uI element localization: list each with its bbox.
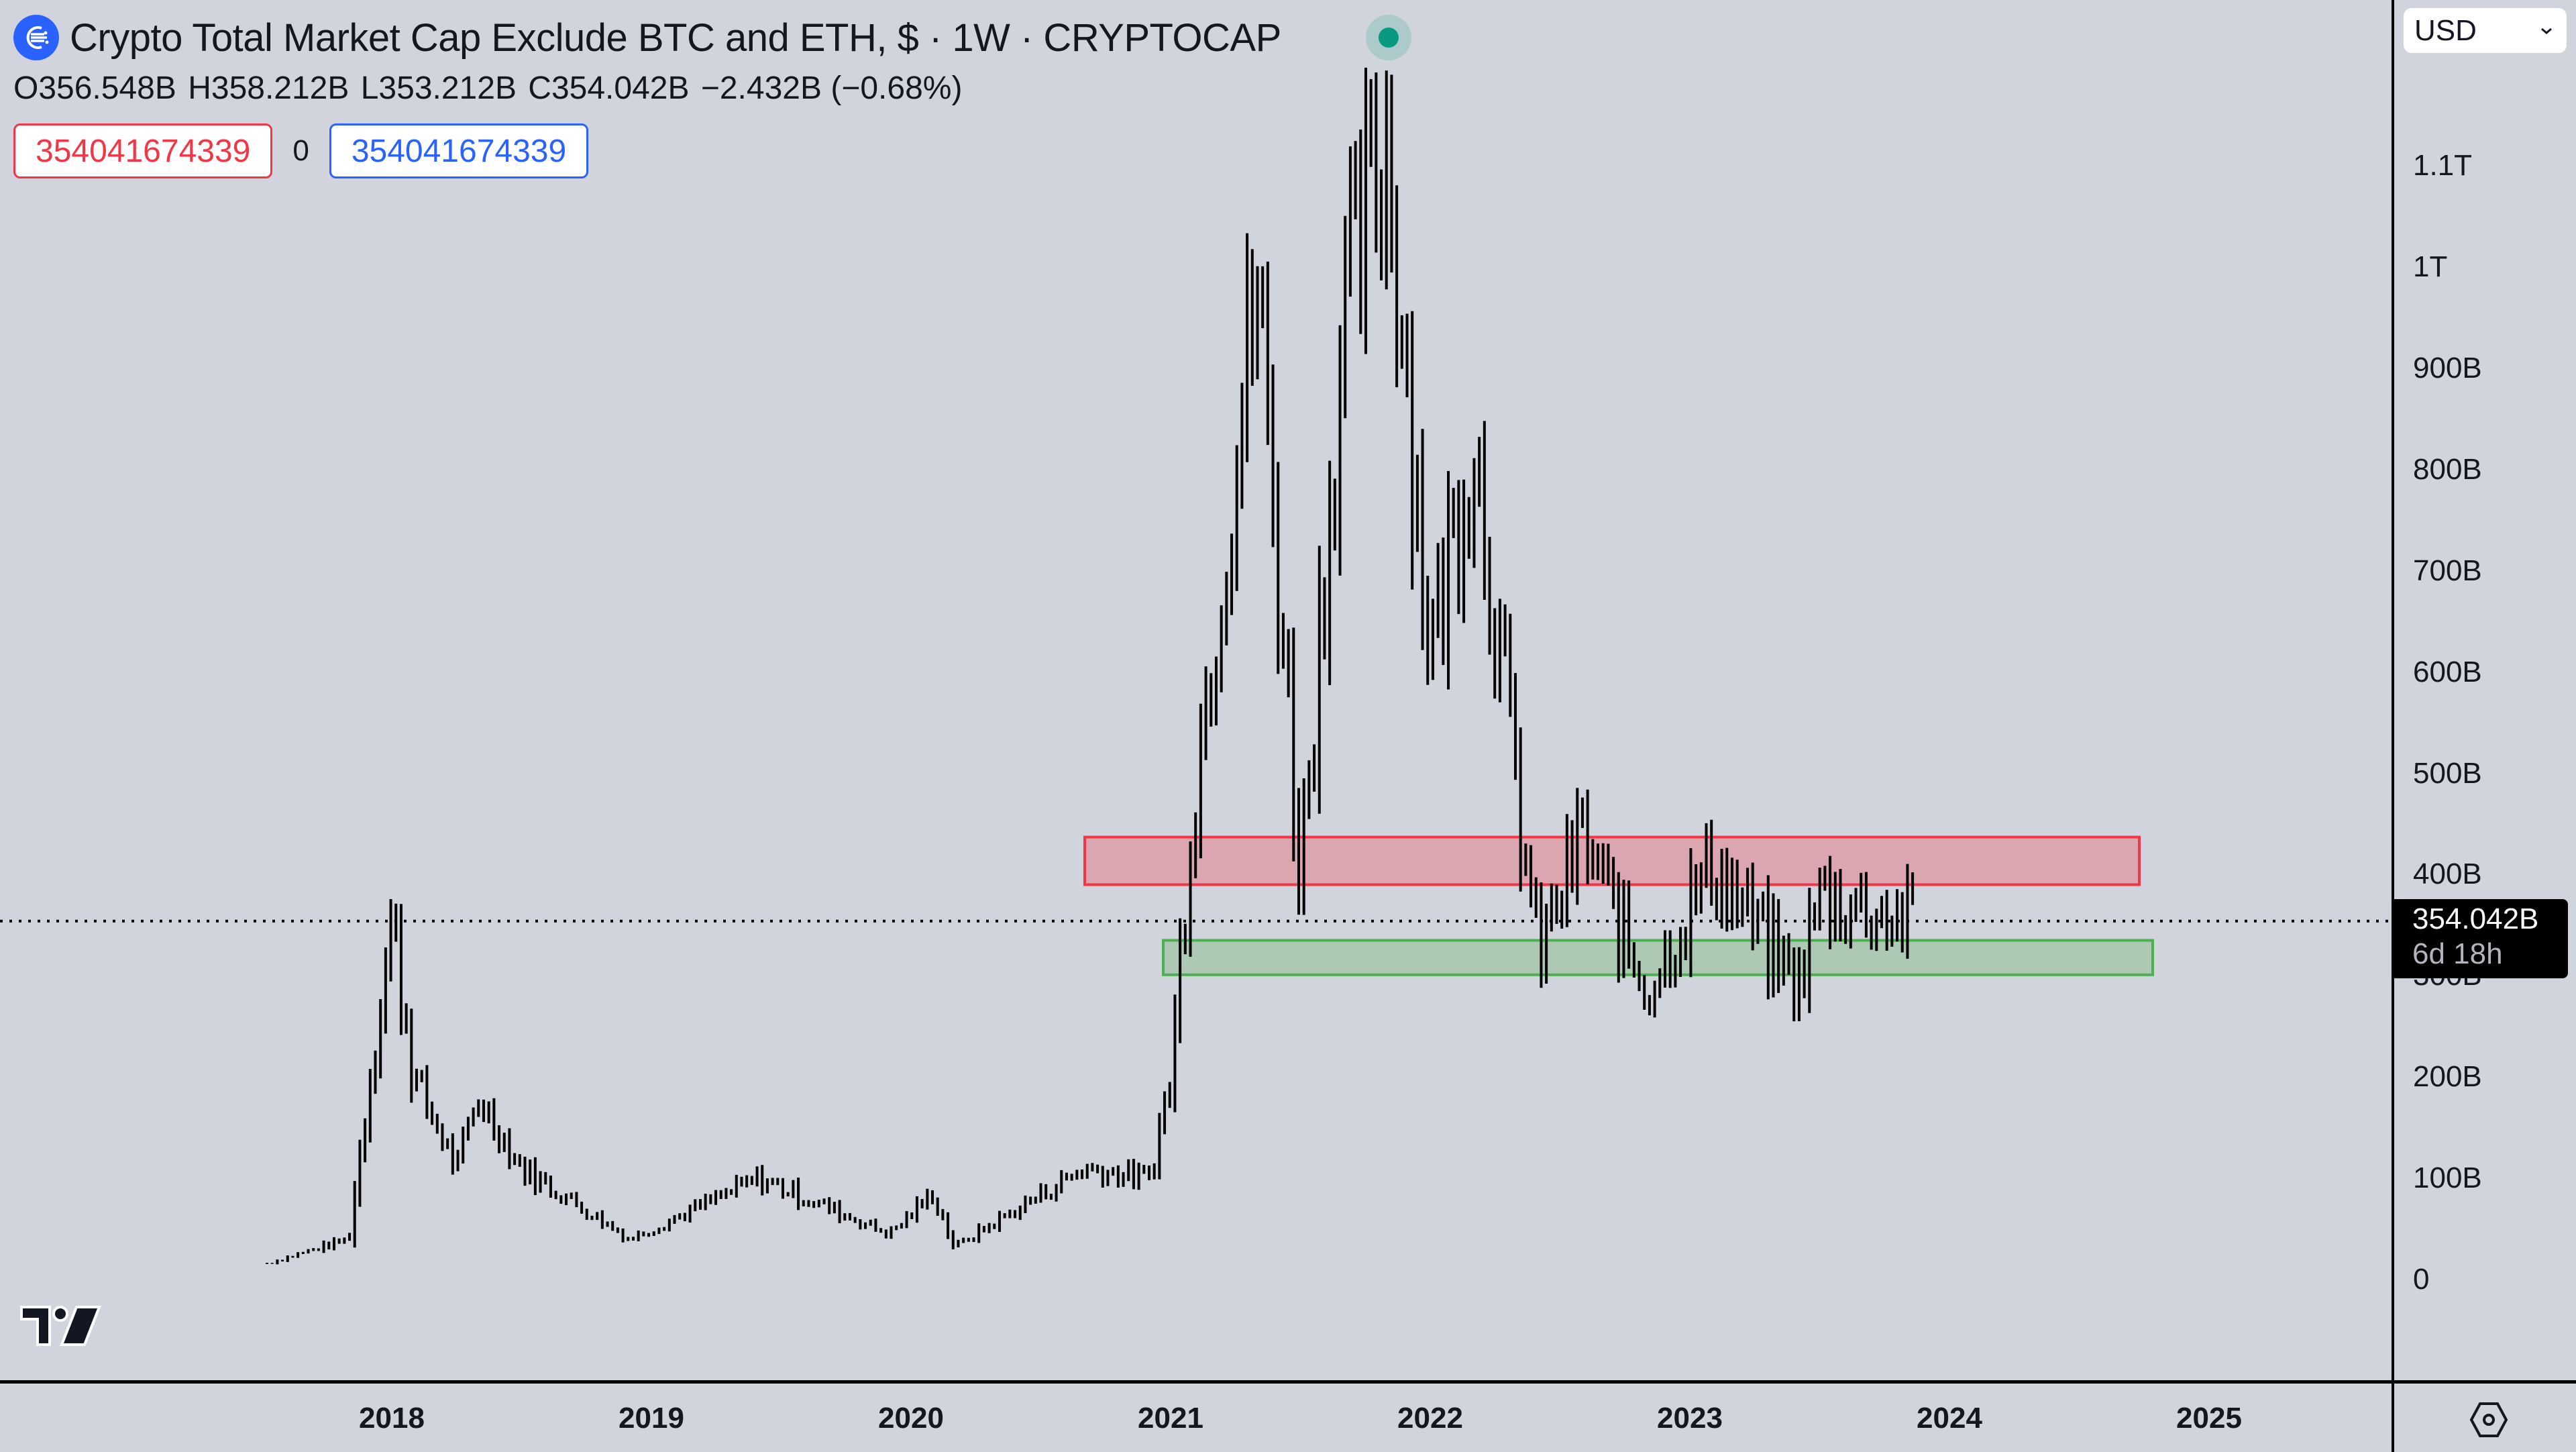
price-tick: 700B — [2413, 554, 2482, 587]
time-tick: 2018 — [359, 1402, 425, 1435]
resistance-zone[interactable] — [1083, 835, 2141, 886]
time-tick: 2025 — [2176, 1402, 2242, 1435]
crypto-total-market-icon — [13, 15, 59, 60]
ohlc-open: O356.548B — [13, 70, 176, 106]
price-tick: 400B — [2413, 858, 2482, 891]
price-tick: 600B — [2413, 655, 2482, 688]
left-value-box[interactable]: 354041674339 — [13, 123, 273, 178]
currency-value: USD — [2414, 13, 2477, 47]
title-row: Crypto Total Market Cap Exclude BTC and … — [13, 12, 1281, 63]
price-tick: 100B — [2413, 1161, 2482, 1195]
time-tick: 2023 — [1657, 1402, 1723, 1435]
indicator-inputs: 354041674339 0 354041674339 — [13, 122, 589, 180]
current-price-label: 354.042B 6d 18h — [2394, 899, 2568, 978]
currency-select[interactable]: USD — [2404, 8, 2567, 53]
tradingview-logo-icon[interactable] — [19, 1304, 102, 1347]
time-tick: 2024 — [1917, 1402, 1982, 1435]
current-price: 354.042B — [2412, 902, 2539, 935]
price-tick: 900B — [2413, 351, 2482, 384]
time-axis-border — [0, 1380, 2576, 1384]
price-tick: 0 — [2413, 1263, 2430, 1296]
ohlc-change: −2.432B (−0.68%) — [700, 70, 963, 106]
price-axis-border — [2392, 0, 2394, 1452]
market-status-icon[interactable] — [1366, 15, 1411, 60]
ohlc-close: C354.042B — [528, 70, 690, 106]
ohlc-low: L353.212B — [360, 70, 517, 106]
middle-value: 0 — [292, 134, 309, 167]
time-tick: 2021 — [1138, 1402, 1203, 1435]
price-tick: 800B — [2413, 452, 2482, 486]
price-tick: 1.1T — [2413, 149, 2473, 183]
ohlc-high: H358.212B — [188, 70, 350, 106]
chart-settings-icon[interactable] — [2469, 1401, 2509, 1439]
time-tick: 2020 — [878, 1402, 944, 1435]
price-tick: 500B — [2413, 756, 2482, 790]
price-tick: 1T — [2413, 250, 2448, 283]
price-tick: 200B — [2413, 1060, 2482, 1094]
bar-countdown: 6d 18h — [2412, 937, 2503, 970]
chevron-down-icon — [2541, 28, 2552, 34]
time-tick: 2022 — [1397, 1402, 1463, 1435]
support-zone[interactable] — [1162, 939, 2154, 976]
price-bars — [266, 67, 1915, 1265]
ohlc-values: O356.548B H358.212B L353.212B C354.042B … — [13, 70, 965, 107]
chart-title[interactable]: Crypto Total Market Cap Exclude BTC and … — [70, 15, 1281, 60]
time-tick: 2019 — [619, 1402, 684, 1435]
right-value-box[interactable]: 354041674339 — [329, 123, 589, 178]
